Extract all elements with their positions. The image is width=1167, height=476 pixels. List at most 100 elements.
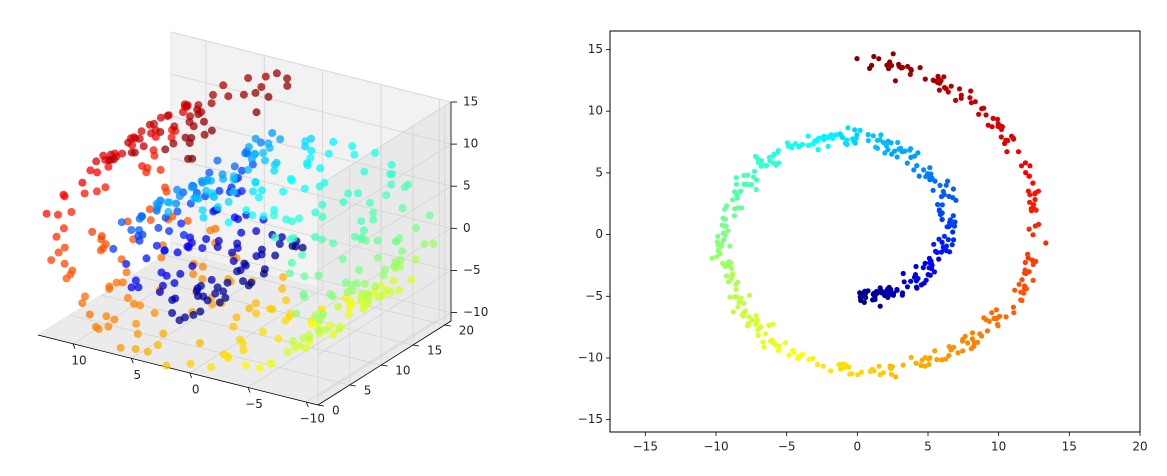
point-3d (155, 288, 164, 297)
point-2d (836, 361, 842, 368)
point-3d (228, 248, 236, 257)
point-2d (734, 192, 740, 198)
point-2d (741, 300, 747, 306)
point-2d (943, 243, 950, 249)
point-2d (898, 145, 904, 151)
point-2d (886, 284, 892, 290)
point-2d (894, 286, 900, 293)
point-2d (876, 363, 882, 369)
point-2d (857, 127, 863, 133)
point-3d (116, 343, 125, 352)
point-3d (160, 246, 169, 255)
point-2d (953, 97, 959, 103)
point-2d (872, 296, 878, 303)
point-2d (843, 362, 849, 368)
point-2d (925, 171, 931, 177)
point-3d (199, 292, 208, 301)
point-2d (885, 294, 891, 300)
point-3d (282, 215, 291, 224)
point-2d (955, 350, 961, 356)
point-2d (828, 368, 834, 374)
point-2d (884, 62, 890, 68)
y-axis-line (317, 320, 452, 406)
y-tick-label: −10 (578, 351, 603, 365)
point-3d (344, 310, 353, 319)
point-3d (277, 233, 286, 242)
point-3d (307, 320, 316, 329)
3d-scatter-points (42, 69, 438, 372)
point-2d (895, 139, 901, 146)
point-2d (805, 142, 812, 148)
point-2d (1022, 259, 1028, 266)
y-tick-label: 10 (588, 104, 603, 118)
point-3d (88, 227, 97, 236)
point-2d (878, 132, 884, 138)
point-2d (948, 83, 954, 89)
point-2d (931, 241, 937, 247)
point-2d (1026, 173, 1032, 179)
point-2d (810, 141, 816, 147)
gridline-x (131, 273, 265, 359)
point-3d (67, 208, 76, 216)
point-2d (944, 224, 950, 230)
x-tick-label: 10 (991, 440, 1006, 454)
2d-scatter-points (709, 51, 1049, 380)
point-3d (359, 305, 368, 313)
point-3d (270, 166, 279, 175)
point-3d (318, 200, 327, 209)
point-2d (830, 135, 836, 141)
point-3d (239, 90, 248, 99)
point-2d (908, 67, 914, 73)
point-2d (949, 222, 956, 228)
point-3d (238, 166, 246, 175)
point-2d (858, 294, 864, 300)
point-3d (54, 210, 62, 219)
point-3d (274, 334, 283, 343)
point-2d (729, 265, 735, 271)
point-3d (214, 236, 223, 245)
point-2d (733, 286, 739, 293)
point-2d (989, 310, 995, 316)
point-3d (131, 276, 140, 285)
point-3d (360, 279, 369, 288)
point-2d (1011, 310, 1017, 316)
point-2d (920, 265, 926, 271)
point-3d (193, 284, 202, 293)
point-3d (318, 212, 327, 221)
point-3d (172, 199, 181, 208)
point-3d (78, 178, 87, 187)
point-3d (242, 206, 251, 215)
point-3d (386, 170, 395, 179)
point-3d (167, 133, 176, 142)
point-3d (117, 218, 126, 227)
point-2d (1033, 207, 1039, 213)
point-2d (981, 105, 987, 111)
point-3d (183, 101, 192, 110)
gridline-x (189, 288, 323, 374)
point-2d (753, 312, 759, 319)
point-3d (244, 143, 253, 151)
point-2d (730, 309, 736, 315)
point-3d (374, 253, 382, 262)
y-tick-label: 0 (332, 404, 340, 418)
point-3d (239, 346, 248, 355)
point-3d (60, 243, 69, 252)
point-2d (960, 348, 966, 354)
point-2d (736, 299, 742, 305)
point-2d (800, 351, 806, 357)
point-2d (950, 237, 957, 243)
point-3d (307, 146, 316, 155)
gridline-z (317, 312, 452, 397)
point-3d (268, 305, 277, 314)
point-2d (927, 177, 933, 183)
point-3d (411, 255, 420, 264)
gridline-z (170, 31, 452, 103)
point-2d (926, 361, 932, 367)
point-2d (810, 355, 816, 362)
gridline-z (317, 143, 452, 229)
point-2d (943, 182, 949, 188)
point-2d (928, 260, 934, 266)
point-3d (209, 90, 217, 99)
point-3d (127, 283, 136, 292)
point-3d (256, 363, 264, 372)
